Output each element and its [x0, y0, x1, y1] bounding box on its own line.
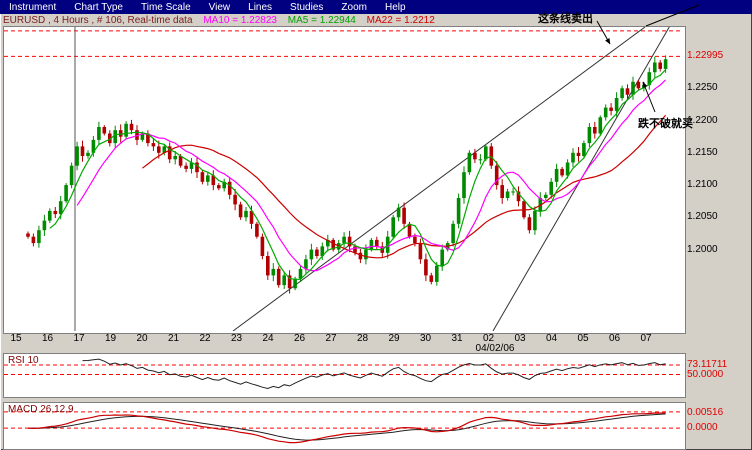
macd-panel[interactable]: MACD 26,12,9 — [3, 402, 686, 450]
menu-instrument[interactable]: Instrument — [9, 1, 57, 13]
ma5-line — [49, 69, 667, 280]
x-tick-30: 30 — [419, 333, 432, 344]
x-tick-19: 19 — [104, 333, 117, 344]
x-tick-27: 27 — [325, 333, 337, 344]
x-tick-03: 03 — [514, 333, 526, 344]
menu-view[interactable]: View — [208, 1, 231, 13]
x-tick-05: 05 — [577, 333, 589, 344]
ma10-value: MA10 = 1.22823 — [203, 15, 277, 26]
time-axis: 04/02/06 15 16 17 19 20 21 22 23 24 26 27 28 29 30 31 0… — [3, 333, 703, 354]
macd-chart[interactable] — [4, 403, 683, 447]
x-tick-20: 20 — [136, 333, 148, 344]
ma5-value: MA5 = 1.22944 — [287, 15, 356, 26]
price-tick-1.2100: 1.2100 — [687, 179, 718, 191]
price-tick-1.2250: 1.2250 — [687, 82, 718, 94]
macd-line — [27, 412, 666, 444]
x-tick-22: 22 — [199, 333, 211, 344]
macd-label: MACD 26,12,9 — [8, 404, 74, 415]
x-tick-06: 06 — [608, 333, 621, 344]
menu-bar: Instrument Chart Type Time Scale View Lines S… — [0, 0, 752, 14]
price-tick-1.2050: 1.2050 — [687, 211, 718, 223]
rsi-line — [82, 358, 666, 390]
x-tick-16: 16 — [41, 333, 54, 344]
rsi-upper-value: 73.11711 — [687, 359, 728, 370]
rsi-mid-value: 50.0000 — [687, 369, 724, 380]
menu-help[interactable]: Help — [384, 1, 406, 13]
annotation-sell-note: 这条线卖出 — [538, 13, 593, 25]
menu-chart-type[interactable]: Chart Type — [74, 1, 123, 13]
rsi-chart[interactable] — [4, 354, 683, 395]
price-tick-1.2200: 1.2200 — [687, 114, 718, 126]
instrument-info: EURUSD , 4 Hours , # 106, Real-time data — [3, 15, 193, 26]
menu-studies[interactable]: Studies — [290, 1, 324, 13]
x-tick-04: 04 — [545, 333, 558, 344]
rsi-panel[interactable]: RSI 10 — [3, 353, 686, 398]
macd-zero-value: 0.0000 — [687, 422, 718, 433]
menu-zoom[interactable]: Zoom — [341, 1, 367, 13]
ma22-value: MA22 = 1.2212 — [366, 15, 435, 26]
chart-info-bar: EURUSD , 4 Hours , # 106, Real-time data… — [3, 15, 443, 26]
price-chart-panel[interactable] — [3, 26, 686, 334]
x-tick-29: 29 — [388, 333, 400, 344]
macd-upper-value: 0.00516 — [687, 407, 724, 418]
x-tick-21: 21 — [167, 333, 180, 344]
rsi-label: RSI 10 — [8, 355, 39, 366]
menu-lines[interactable]: Lines — [248, 1, 273, 13]
x-tick-02: 02 — [482, 333, 495, 344]
current-price-label: 1.22995 — [687, 50, 724, 61]
x-tick-28: 28 — [356, 333, 369, 344]
macd-signal-line — [27, 413, 666, 441]
annotation-buy-note: 跌不破就买 — [638, 118, 693, 130]
x-tick-17: 17 — [73, 333, 85, 344]
candles-series — [26, 55, 668, 294]
menu-time-scale[interactable]: Time Scale — [140, 1, 191, 13]
price-tick-1.2000: 1.2000 — [687, 243, 718, 255]
candlestick-chart[interactable] — [4, 27, 683, 331]
x-tick-23: 23 — [230, 333, 243, 344]
x-tick-15: 15 — [10, 333, 22, 344]
ma10-line — [76, 79, 667, 272]
date-label: 04/02/06 — [475, 343, 515, 354]
price-tick-1.2150: 1.2150 — [687, 146, 718, 158]
x-tick-24: 24 — [262, 333, 274, 344]
x-tick-31: 31 — [451, 333, 463, 344]
x-tick-07: 07 — [640, 333, 652, 344]
x-tick-26: 26 — [293, 333, 306, 344]
ma22-line — [142, 114, 667, 259]
